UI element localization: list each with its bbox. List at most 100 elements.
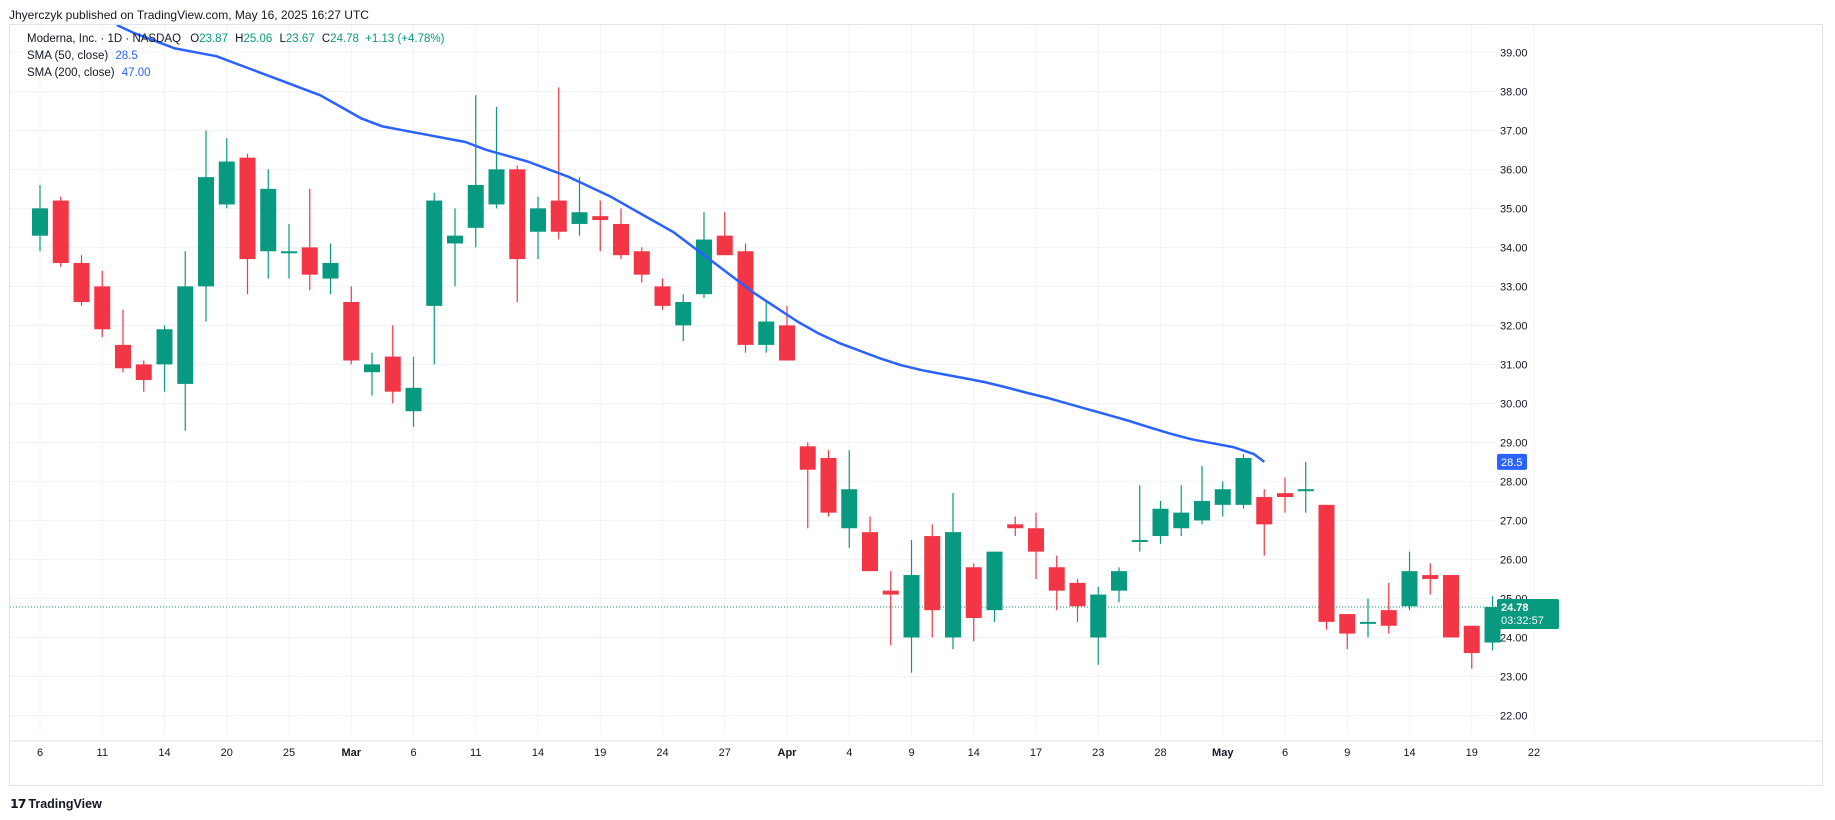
candle [1318, 504, 1335, 630]
candle [1028, 512, 1044, 579]
x-tick-label: 9 [908, 747, 914, 759]
candle [903, 539, 920, 673]
time-axis[interactable]: 6 11 14 20 25 Mar 6 11 14 19 24 27 Apr 4 9 14 17 23 28 May 6… [37, 747, 1540, 759]
candle-body [571, 212, 588, 224]
x-tick-label: 6 [37, 747, 43, 759]
candle [1401, 551, 1418, 611]
publisher-header: Jhyerczyk published on TradingView.com, … [9, 8, 369, 22]
x-tick-label: Mar [341, 747, 361, 759]
chart-frame[interactable]: 22.0023.0024.0025.0026.0027.0028.0029.00… [9, 24, 1823, 786]
candle-body [1028, 528, 1044, 552]
candle [613, 208, 629, 260]
y-tick-label: 32.00 [1500, 320, 1528, 332]
candle-body [820, 458, 837, 513]
candle-body [73, 262, 90, 302]
tradingview-logo-icon: 17 [10, 796, 26, 811]
x-tick-label: 27 [719, 747, 731, 759]
candle [1484, 596, 1501, 651]
candle-body [488, 169, 505, 205]
candlestick-chart[interactable]: 22.0023.0024.0025.0026.0027.0028.0029.00… [10, 25, 1822, 785]
candle [1090, 586, 1107, 665]
candle-body [924, 536, 941, 611]
candle-body [1111, 571, 1127, 591]
candle-body [1380, 610, 1397, 626]
candle-body [32, 208, 48, 236]
candle [1131, 485, 1148, 552]
x-tick-label: 19 [1466, 747, 1478, 759]
candle [862, 516, 878, 572]
candle [737, 243, 754, 353]
candle-body [281, 251, 297, 254]
tradingview-logo[interactable]: 17 TradingView [10, 796, 102, 811]
candle-body [1422, 575, 1439, 579]
x-tick-label: 11 [470, 747, 481, 759]
last-price-tag-value: 24.78 [1501, 602, 1529, 614]
candle [115, 309, 131, 373]
candle-body [426, 200, 443, 306]
sma-50-polyline [116, 25, 1266, 463]
sma200-legend[interactable]: SMA (200, close) 47.00 [27, 67, 151, 79]
candle-body [509, 169, 526, 260]
candle [384, 325, 401, 404]
candle [1297, 461, 1314, 513]
y-tick-label: 39.00 [1500, 47, 1528, 59]
candle [135, 360, 152, 392]
candle [924, 524, 941, 638]
candle [1443, 575, 1459, 638]
x-tick-label: 14 [158, 747, 170, 759]
candle-body [94, 286, 111, 330]
candle-body [1339, 614, 1356, 634]
price-axis[interactable]: 22.0023.0024.0025.0026.0027.0028.0029.00… [1500, 47, 1528, 722]
candle-body [1048, 567, 1065, 591]
candle-body [986, 551, 1003, 611]
candle-body [1360, 621, 1376, 624]
y-tick-label: 22.00 [1500, 710, 1528, 722]
candle-body [1152, 508, 1169, 537]
x-tick-label: 22 [1528, 747, 1540, 759]
candle-body [613, 223, 629, 256]
candle [571, 177, 588, 236]
candle [1152, 500, 1169, 544]
candle [322, 243, 339, 295]
x-tick-label: 4 [846, 747, 852, 759]
sma50-legend[interactable]: SMA (50, close) 28.5 [27, 50, 138, 62]
candle [1173, 485, 1190, 537]
sma50-price-tag-text: 28.5 [1501, 457, 1522, 469]
candle [467, 95, 484, 248]
x-tick-label: Apr [778, 747, 798, 759]
x-tick-label: 14 [1403, 747, 1415, 759]
candle-body [1090, 594, 1107, 638]
candle [675, 294, 692, 341]
candle-body [156, 329, 173, 365]
candle [364, 352, 380, 396]
y-tick-label: 36.00 [1500, 164, 1528, 176]
symbol-legend[interactable]: Moderna, Inc. · 1D · NASDAQ O23.87 H25.0… [27, 33, 444, 45]
x-tick-label: 14 [968, 747, 980, 759]
candle-body [882, 590, 899, 595]
candle [405, 356, 422, 427]
candle-body [696, 239, 712, 295]
candle-body [301, 247, 318, 275]
candle [550, 87, 567, 240]
candle-body [1214, 489, 1231, 505]
y-tick-label: 37.00 [1500, 125, 1528, 137]
y-tick-label: 26.00 [1500, 554, 1528, 566]
y-tick-label: 30.00 [1500, 398, 1528, 410]
tradingview-logo-text: TradingView [28, 797, 102, 811]
x-tick-label: 24 [656, 747, 668, 759]
candle [239, 153, 256, 295]
x-tick-label: 25 [283, 747, 295, 759]
sma50-value: 28.5 [115, 50, 138, 62]
candle-body [1131, 539, 1148, 542]
candle [52, 196, 69, 267]
low-label: L [279, 33, 286, 45]
x-tick-label: 11 [97, 747, 108, 759]
candle-body [1173, 512, 1190, 529]
candle-body [218, 161, 235, 205]
candle-body [177, 286, 194, 384]
candle-body [364, 364, 380, 373]
sma50-label: SMA (50, close) [27, 50, 109, 62]
high-value: 25.06 [243, 33, 273, 45]
candle [841, 450, 858, 548]
